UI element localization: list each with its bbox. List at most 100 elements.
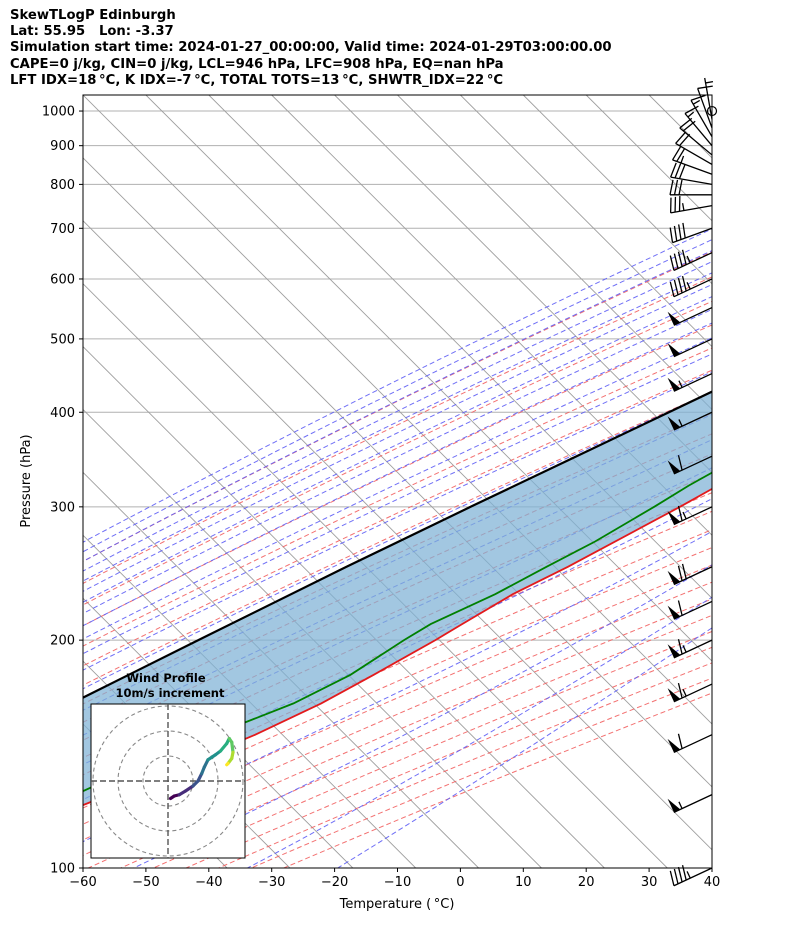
wind-barb — [669, 249, 713, 271]
cape-line: CAPE=0 j/kg, CIN=0 j/kg, LCL=946 hPa, LF… — [10, 56, 504, 72]
barb-flag — [677, 505, 683, 521]
barb-flag — [677, 639, 683, 655]
cape-fill — [83, 391, 712, 806]
hodograph-subtitle: 10m/s increment — [116, 686, 225, 700]
location-line: Lat: 55.95 Lon: -3.37 — [10, 24, 174, 40]
y-tick-label: 1000 — [42, 105, 75, 120]
barb-flag — [670, 162, 677, 178]
y-tick-label: 600 — [50, 272, 75, 287]
barb-flag — [669, 255, 675, 271]
moist-adiabat — [83, 250, 712, 562]
wind-barb — [704, 77, 714, 120]
barb-flag — [682, 120, 696, 132]
isotherm--110 — [83, 408, 542, 868]
barb-flag — [690, 94, 706, 101]
x-tick-label: −30 — [258, 875, 285, 890]
barb-shaft — [672, 159, 713, 175]
wind-barb — [690, 94, 713, 137]
barb-flag — [669, 281, 675, 297]
barb-pennant — [667, 644, 681, 658]
wind-barb — [667, 600, 713, 620]
wind-barb — [669, 196, 713, 214]
x-tick-label: −50 — [132, 875, 159, 890]
barb-pennant — [667, 688, 681, 702]
y-tick-label: 500 — [50, 332, 75, 347]
barb-flag — [677, 600, 683, 616]
barb-flag — [676, 148, 686, 162]
barb-pennant — [667, 311, 681, 326]
cape-fill-layer — [83, 391, 712, 806]
barb-pennant — [667, 416, 681, 431]
barb-flag — [677, 565, 683, 581]
barb-pennant — [667, 377, 681, 392]
hodograph-inset: Wind Profile 10m/s increment — [90, 671, 246, 859]
barb-flag — [669, 227, 674, 243]
moist-adiabat — [83, 228, 712, 543]
barb-flag — [684, 105, 699, 115]
moist-adiabat — [83, 371, 712, 671]
barb-shaft — [673, 411, 713, 431]
isotherm--120 — [83, 471, 479, 868]
barb-shaft — [670, 176, 713, 186]
dry-adiabat — [83, 529, 712, 809]
moist-adiabat — [83, 337, 712, 640]
barb-shaft — [704, 77, 713, 120]
barb-pennant — [667, 605, 681, 620]
barb-half-flag — [682, 689, 687, 697]
barb-flag — [681, 275, 687, 292]
x-tick-label: 20 — [578, 875, 595, 890]
hodograph-segment — [218, 741, 229, 753]
wind-barb — [669, 275, 713, 298]
isotherm--60 — [83, 95, 712, 725]
time-line: Simulation start time: 2024-01-27_00:00:… — [10, 40, 612, 56]
barb-pennant — [667, 570, 681, 585]
x-tick-label: 40 — [704, 875, 721, 890]
barb-pennant — [667, 510, 681, 525]
x-tick-label: −20 — [321, 875, 348, 890]
y-tick-label: 900 — [50, 139, 75, 154]
barb-shaft — [673, 867, 713, 887]
wind-barb — [667, 794, 713, 813]
barb-flag — [677, 733, 683, 749]
barb-half-flag — [686, 255, 691, 264]
hodograph-title: Wind Profile — [126, 671, 206, 685]
dewpoint-line — [83, 471, 712, 793]
barb-half-flag — [681, 203, 685, 211]
barb-flag — [678, 164, 686, 179]
wind-barbs — [667, 77, 718, 887]
y-tick-label: 800 — [50, 178, 75, 193]
y-tick-label: 200 — [50, 634, 75, 649]
barb-shaft — [673, 278, 713, 298]
x-tick-label: 30 — [641, 875, 658, 890]
wind-barb — [667, 563, 713, 586]
barb-shaft — [673, 338, 713, 358]
barb-flag — [678, 224, 682, 240]
barb-flag — [677, 277, 683, 294]
wind-barb — [667, 411, 713, 431]
moist-adiabat — [83, 296, 712, 603]
y-tick-label: 400 — [50, 406, 75, 421]
barb-half-flag — [692, 99, 701, 105]
barb-flag — [677, 251, 683, 267]
isotherm--80 — [83, 220, 712, 851]
barb-flag — [681, 563, 687, 579]
barb-half-flag — [678, 801, 683, 809]
index-line: LFT IDX=18 °C, K IDX=-7 °C, TOTAL TOTS=1… — [10, 72, 504, 88]
dry-adiabat — [83, 347, 712, 647]
wind-barb — [667, 455, 713, 475]
barb-flag — [677, 866, 683, 883]
barb-flag — [679, 117, 693, 129]
hodograph-segment — [230, 740, 235, 754]
wind-barb — [684, 105, 713, 147]
barb-shaft — [675, 142, 713, 166]
barb-shaft — [673, 683, 713, 703]
wind-barb — [667, 639, 713, 659]
barb-half-flag — [705, 80, 714, 84]
wind-barb — [667, 372, 713, 392]
barb-half-flag — [686, 871, 691, 879]
axes: −60 −50 −40 −30 −20 −10 0 10 20 30 40 100 200 300 400 5… — [42, 105, 720, 890]
barb-half-flag — [682, 645, 687, 653]
chart-header: SkewTLogP Edinburgh Lat: 55.95 Lon: -3.3… — [10, 8, 612, 89]
y-tick-label: 700 — [50, 222, 75, 237]
